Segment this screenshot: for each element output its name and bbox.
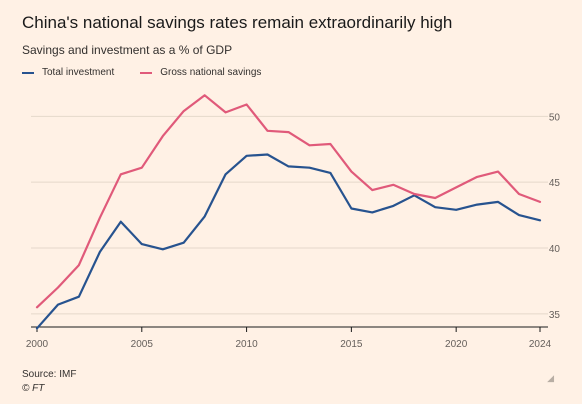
data-point xyxy=(392,184,395,186)
y-tick-label: 40 xyxy=(549,244,561,255)
series-line-total-investment xyxy=(35,153,542,330)
data-point xyxy=(308,166,311,169)
y-tick-label: 45 xyxy=(549,178,561,189)
data-point xyxy=(476,203,478,206)
gridlines xyxy=(31,115,548,315)
data-point xyxy=(224,173,227,176)
legend-label-gross-national-savings: Gross national savings xyxy=(160,67,262,78)
data-point xyxy=(497,170,499,173)
data-point xyxy=(245,155,248,157)
data-point xyxy=(266,130,269,132)
data-point xyxy=(287,131,290,133)
data-point xyxy=(245,103,248,106)
legend-label-total-investment: Total investment xyxy=(42,67,115,78)
data-point xyxy=(224,111,227,114)
x-tick-label: 2005 xyxy=(131,339,154,350)
data-point xyxy=(120,220,122,223)
data-point xyxy=(350,207,353,210)
data-point xyxy=(203,215,206,218)
data-point xyxy=(182,241,185,244)
data-point xyxy=(78,264,80,266)
copyright-note: © FT xyxy=(22,383,45,394)
data-point xyxy=(36,306,38,309)
chart-subtitle: Savings and investment as a % of GDP xyxy=(22,43,233,57)
data-point xyxy=(413,193,416,195)
data-point xyxy=(329,143,332,145)
data-point xyxy=(539,201,541,203)
series-lines xyxy=(35,94,542,330)
x-tick-label: 2024 xyxy=(529,339,552,350)
data-point xyxy=(161,135,164,137)
data-point xyxy=(266,153,269,156)
y-tick-label: 50 xyxy=(549,112,561,123)
chart-title: China's national savings rates remain ex… xyxy=(22,13,453,32)
data-point xyxy=(140,243,143,245)
resize-grip-icon: ◢ xyxy=(547,373,554,383)
data-point xyxy=(308,144,311,147)
series-line-gross-national-savings xyxy=(35,94,542,309)
data-point xyxy=(99,216,101,219)
legend-item-total-investment: Total investment xyxy=(22,67,114,78)
data-point xyxy=(455,186,457,189)
data-point xyxy=(120,173,122,176)
data-point xyxy=(78,295,80,298)
legend-item-gross-national-savings: Gross national savings xyxy=(140,67,261,78)
data-point xyxy=(518,193,520,195)
data-point xyxy=(161,248,164,251)
legend-swatch-gross-national-savings xyxy=(140,71,153,74)
y-tick-labels: 35 40 45 50 xyxy=(549,112,561,321)
x-tick-label: 2000 xyxy=(26,339,49,350)
data-point xyxy=(99,251,101,253)
data-point xyxy=(497,201,499,203)
data-point xyxy=(329,172,332,174)
data-point xyxy=(140,166,143,169)
legend: Total investment Gross national savings xyxy=(22,67,287,78)
y-tick-label: 35 xyxy=(549,310,561,321)
data-point xyxy=(434,197,437,199)
data-point xyxy=(518,214,520,216)
data-point xyxy=(203,94,206,97)
data-point xyxy=(350,170,353,173)
data-point xyxy=(371,189,374,191)
data-point xyxy=(182,110,185,112)
data-point xyxy=(476,176,478,178)
data-point xyxy=(539,219,541,222)
data-point xyxy=(57,303,59,306)
data-point xyxy=(57,286,59,289)
data-point xyxy=(287,165,290,168)
x-axis: 2000 2005 2010 2015 2020 2024 xyxy=(26,326,552,350)
x-tick-label: 2010 xyxy=(235,339,258,350)
source-note: Source: IMF xyxy=(22,369,77,380)
data-point xyxy=(371,211,374,214)
x-tick-label: 2015 xyxy=(340,339,363,350)
x-tick-label: 2020 xyxy=(445,339,468,350)
data-point xyxy=(36,327,38,330)
data-point xyxy=(455,209,457,211)
data-point xyxy=(392,205,395,207)
legend-swatch-total-investment xyxy=(22,71,34,74)
data-point xyxy=(434,206,437,208)
